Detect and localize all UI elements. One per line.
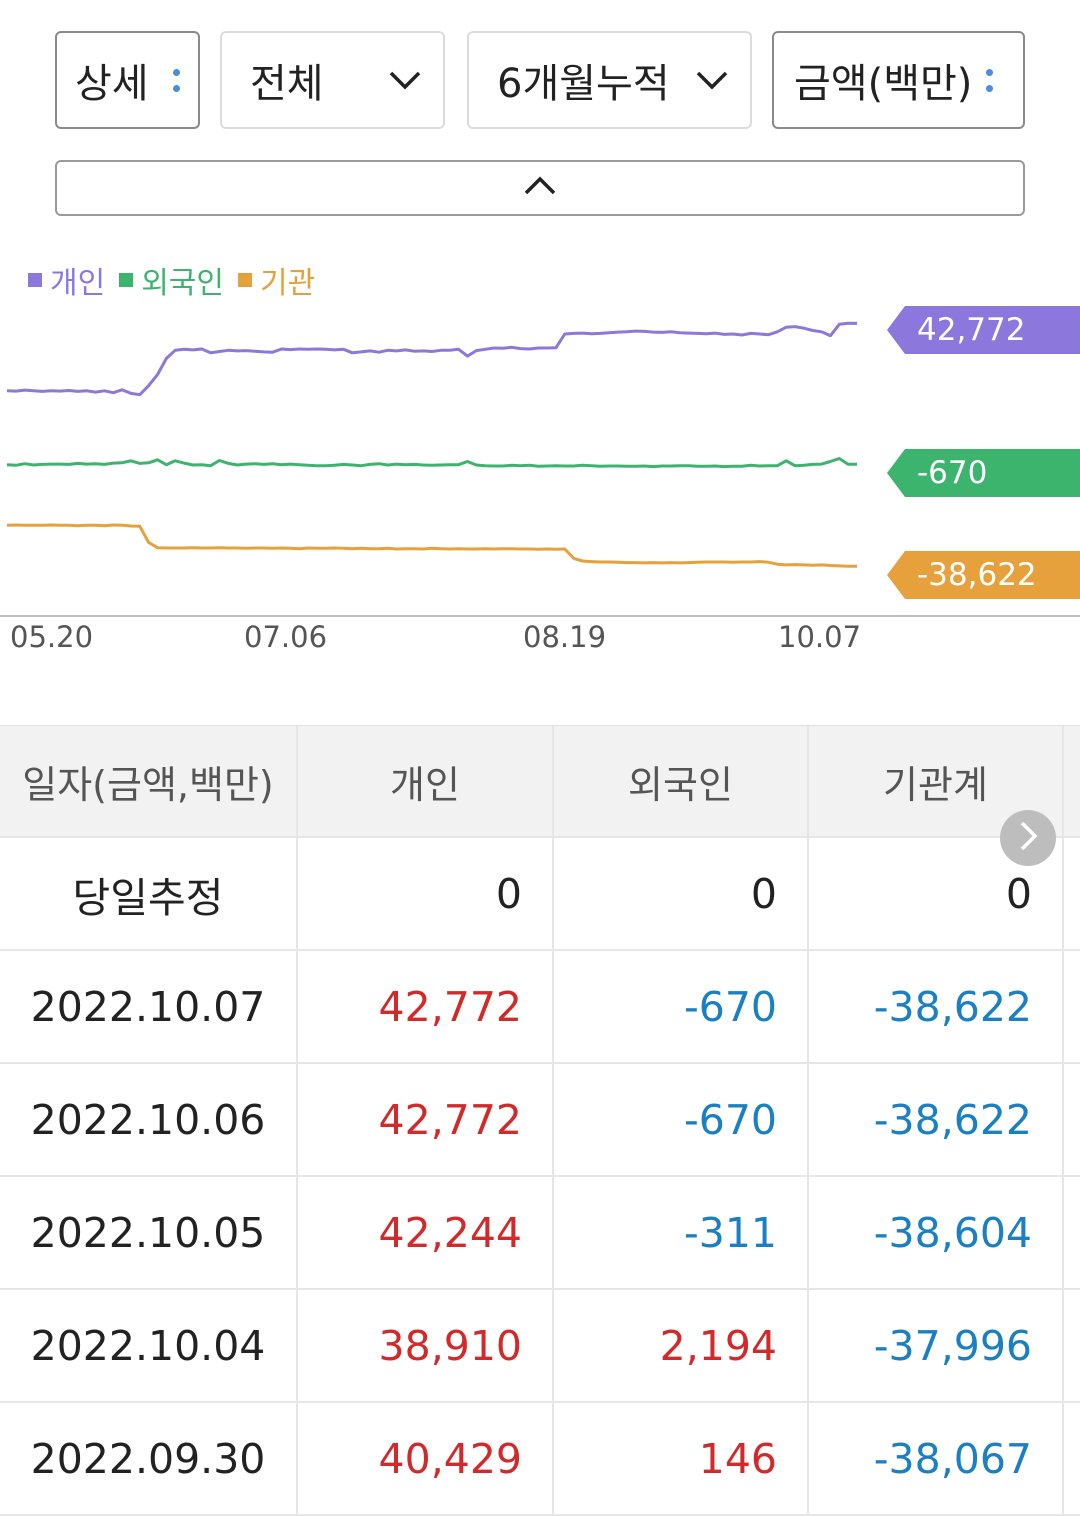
chevron-up-icon <box>522 175 558 201</box>
chevron-down-icon <box>692 60 732 100</box>
legend-label: 개인 <box>50 266 106 301</box>
series-line-individual <box>6 321 858 397</box>
foreign-cell: 2,194 <box>554 1290 809 1401</box>
legend-item-foreign: 외국인 <box>119 258 224 302</box>
individual-cell: 0 <box>298 838 554 949</box>
last-value-flag-foreign: -670 <box>887 449 1080 497</box>
date-cell: 당일추정 <box>0 838 298 949</box>
view-select[interactable]: 상세 <box>55 31 200 129</box>
scroll-right-button[interactable] <box>1000 810 1056 866</box>
table-row: 당일추정 0 0 0 <box>0 838 1080 951</box>
x-tick-label: 08.19 <box>523 620 607 654</box>
series-line-institution <box>6 523 857 568</box>
table-row: 2022.10.06 42,772 -670 -38,622 <box>0 1064 1080 1177</box>
date-cell: 2022.10.07 <box>0 951 298 1062</box>
legend-swatch <box>28 273 42 287</box>
chart-legend: 개인 외국인 기관 <box>28 258 329 302</box>
legend-swatch <box>238 273 253 287</box>
legend-label: 기관 <box>260 266 316 301</box>
x-tick-label: 05.20 <box>10 620 94 654</box>
unit-select[interactable]: 금액(백만) <box>772 31 1025 129</box>
x-tick-label: 10.07 <box>778 620 862 654</box>
last-value-label: 42,772 <box>917 312 1026 348</box>
date-cell: 2022.10.05 <box>0 1177 298 1288</box>
legend-label: 외국인 <box>141 266 225 301</box>
chevron-right-icon <box>1016 819 1040 857</box>
legend-item-individual: 개인 <box>28 258 105 302</box>
foreign-cell: 146 <box>554 1403 809 1514</box>
legend-item-institution: 기관 <box>238 258 315 302</box>
foreign-cell: 0 <box>554 838 809 949</box>
column-header-institution: 기관계 <box>809 726 1064 836</box>
last-value-flag-institution: -38,622 <box>887 551 1080 599</box>
institution-cell: -38,604 <box>809 1177 1064 1288</box>
date-cell: 2022.10.06 <box>0 1064 298 1175</box>
institution-cell: 0 <box>809 838 1064 949</box>
line-chart <box>0 321 1080 617</box>
table-row: 2022.10.07 42,772 -670 -38,622 <box>0 951 1080 1064</box>
x-tick-label: 07.06 <box>244 620 328 654</box>
period-select-label: 6개월누적 <box>497 61 670 107</box>
individual-cell: 42,772 <box>298 951 554 1062</box>
more-vertical-icon <box>986 68 994 92</box>
column-header-individual: 개인 <box>298 726 554 836</box>
individual-cell: 42,772 <box>298 1064 554 1175</box>
table-header-row: 일자(금액,백만) 개인 외국인 기관계 <box>0 725 1080 838</box>
last-value-label: -38,622 <box>917 557 1037 593</box>
date-cell: 2022.09.30 <box>0 1403 298 1514</box>
foreign-cell: -311 <box>554 1177 809 1288</box>
collapse-toggle-button[interactable] <box>55 160 1025 216</box>
foreign-cell: -670 <box>554 951 809 1062</box>
table-row: 2022.09.30 40,429 146 -38,067 <box>0 1403 1080 1516</box>
institution-cell: -38,622 <box>809 951 1064 1062</box>
individual-cell: 40,429 <box>298 1403 554 1514</box>
table-row: 2022.10.05 42,244 -311 -38,604 <box>0 1177 1080 1290</box>
institution-cell: -37,996 <box>809 1290 1064 1401</box>
table-row: 2022.10.04 38,910 2,194 -37,996 <box>0 1290 1080 1403</box>
scope-select-label: 전체 <box>250 61 324 107</box>
chevron-down-icon <box>385 60 425 100</box>
view-select-label: 상세 <box>75 61 149 107</box>
scope-select[interactable]: 전체 <box>220 31 445 129</box>
legend-swatch <box>119 273 134 287</box>
individual-cell: 42,244 <box>298 1177 554 1288</box>
period-select[interactable]: 6개월누적 <box>467 31 752 129</box>
unit-select-label: 금액(백만) <box>794 61 973 107</box>
column-header-foreign: 외국인 <box>554 726 809 836</box>
foreign-cell: -670 <box>554 1064 809 1175</box>
series-line-foreign <box>6 457 858 469</box>
column-header-date: 일자(금액,백만) <box>0 726 298 836</box>
last-value-flag-individual: 42,772 <box>887 306 1080 354</box>
institution-cell: -38,067 <box>809 1403 1064 1514</box>
institution-cell: -38,622 <box>809 1064 1064 1175</box>
individual-cell: 38,910 <box>298 1290 554 1401</box>
last-value-label: -670 <box>917 455 988 491</box>
more-vertical-icon <box>172 68 180 92</box>
date-cell: 2022.10.04 <box>0 1290 298 1401</box>
